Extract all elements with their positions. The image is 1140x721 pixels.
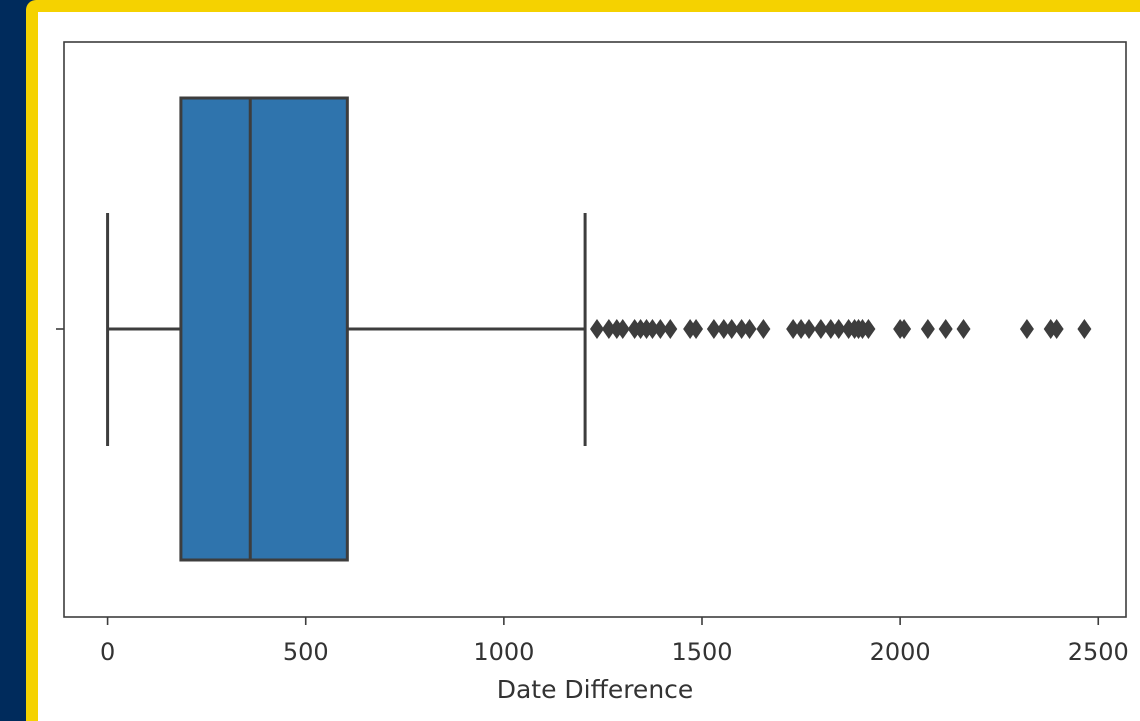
- outlier-point: [1049, 319, 1064, 339]
- outlier-point: [1019, 319, 1034, 339]
- outlier-point: [813, 319, 828, 339]
- outlier-point: [615, 319, 630, 339]
- outlier-point: [920, 319, 935, 339]
- outlier-point: [689, 319, 704, 339]
- outlier-point: [794, 319, 809, 339]
- outlier-point: [645, 319, 660, 339]
- outlier-point: [801, 319, 816, 339]
- outlier-point: [831, 319, 846, 339]
- outlier-point: [786, 319, 801, 339]
- outlier-point: [653, 319, 668, 339]
- outlier-point: [1077, 319, 1092, 339]
- outlier-point: [897, 319, 912, 339]
- outlier-point: [589, 319, 604, 339]
- outlier-point: [823, 319, 838, 339]
- outlier-point: [706, 319, 721, 339]
- x-axis-ticks: 0 500 1000 1500 2000 2500: [100, 617, 1129, 666]
- x-tick-label: 1000: [473, 638, 534, 666]
- outlier-point: [716, 319, 731, 339]
- outlier-point: [938, 319, 953, 339]
- x-tick-label: 2000: [870, 638, 931, 666]
- outlier-point: [742, 319, 757, 339]
- boxplot: [106, 96, 587, 562]
- x-tick-label: 1500: [671, 638, 732, 666]
- outlier-point: [724, 319, 739, 339]
- interquartile-box: [179, 96, 349, 562]
- x-axis-label: Date Difference: [497, 675, 694, 704]
- outlier-points: [589, 319, 1092, 339]
- outlier-point: [861, 319, 876, 339]
- outlier-point: [601, 319, 616, 339]
- outlier-point: [956, 319, 971, 339]
- outlier-point: [734, 319, 749, 339]
- x-tick-label: 2500: [1068, 638, 1129, 666]
- x-tick-label: 500: [283, 638, 329, 666]
- outlier-point: [663, 319, 678, 339]
- x-tick-label: 0: [100, 638, 115, 666]
- outlier-point: [756, 319, 771, 339]
